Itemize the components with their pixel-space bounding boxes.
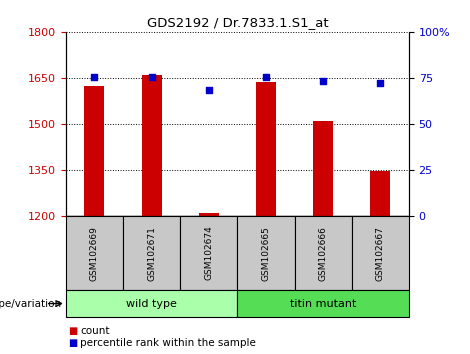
Bar — [352, 216, 409, 290]
Bar — [313, 121, 333, 216]
Text: ■: ■ — [68, 338, 78, 348]
Bar — [237, 290, 409, 317]
Point — [262, 74, 270, 80]
Text: ■: ■ — [68, 326, 78, 336]
Text: GSM102674: GSM102674 — [204, 226, 213, 280]
Point — [205, 87, 212, 93]
Text: wild type: wild type — [126, 298, 177, 309]
Bar — [66, 216, 123, 290]
Point — [148, 74, 155, 80]
Bar — [295, 216, 352, 290]
Title: GDS2192 / Dr.7833.1.S1_at: GDS2192 / Dr.7833.1.S1_at — [147, 16, 328, 29]
Text: titin mutant: titin mutant — [290, 298, 356, 309]
Bar — [199, 213, 219, 216]
Text: GSM102665: GSM102665 — [261, 225, 270, 281]
Point — [320, 78, 327, 84]
Text: GSM102671: GSM102671 — [147, 225, 156, 281]
Point — [376, 81, 384, 86]
Text: count: count — [80, 326, 110, 336]
Text: percentile rank within the sample: percentile rank within the sample — [80, 338, 256, 348]
Bar — [256, 81, 276, 216]
Bar — [237, 216, 295, 290]
Bar — [123, 216, 180, 290]
Bar — [66, 290, 237, 317]
Bar — [370, 171, 390, 216]
Text: GSM102666: GSM102666 — [319, 225, 328, 281]
Text: genotype/variation: genotype/variation — [0, 298, 61, 309]
Bar — [180, 216, 237, 290]
Text: GSM102669: GSM102669 — [90, 225, 99, 281]
Point — [91, 74, 98, 80]
Bar — [141, 75, 162, 216]
Text: GSM102667: GSM102667 — [376, 225, 385, 281]
Bar — [85, 86, 104, 216]
